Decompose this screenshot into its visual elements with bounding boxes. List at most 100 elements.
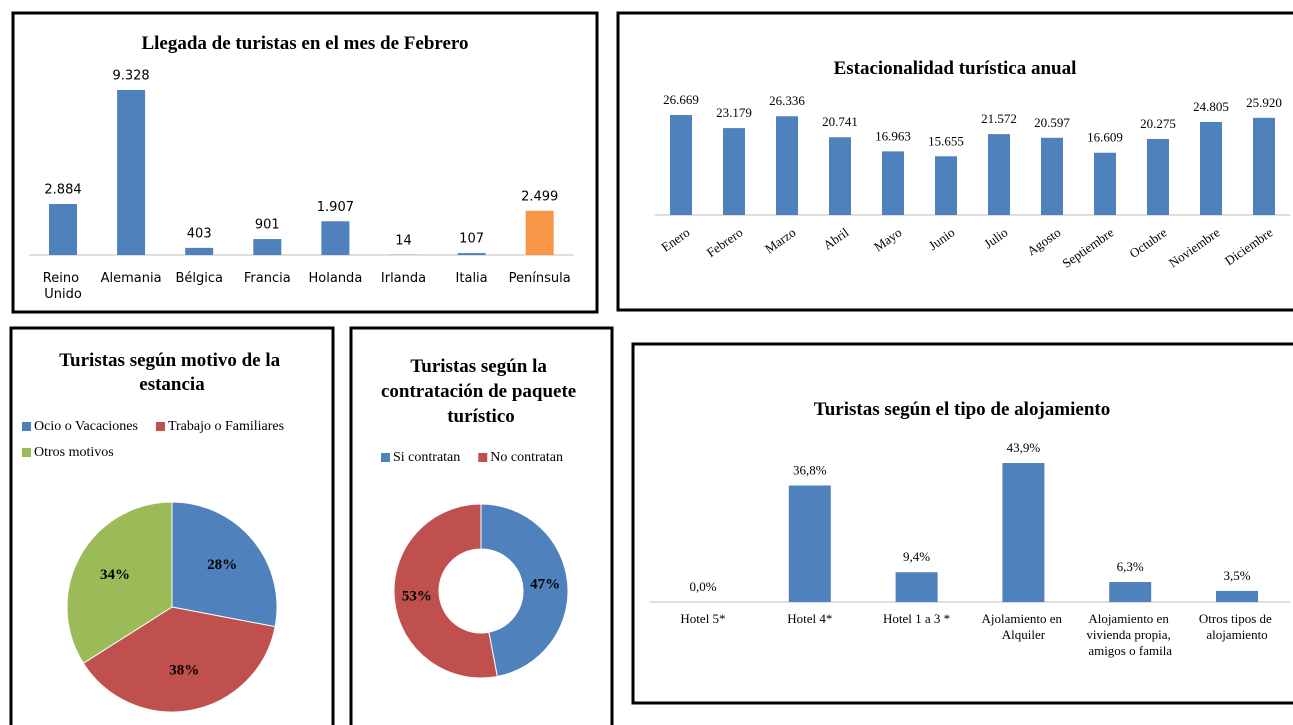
legend-label: Ocio o Vacaciones: [34, 419, 138, 434]
data-label: 0,0%: [689, 579, 716, 594]
bar: [935, 156, 957, 215]
x-tick-label: Junio: [926, 225, 958, 253]
chart-title: Turistas según el tipo de alojamiento: [814, 399, 1110, 420]
slice: [480, 503, 569, 678]
bar: [776, 116, 798, 215]
bar: [723, 128, 745, 215]
data-label: 36,8%: [793, 462, 827, 477]
legend-swatch: [22, 422, 31, 431]
data-label: 47%: [530, 576, 560, 592]
bar: [1041, 137, 1063, 215]
data-label: 6,3%: [1117, 559, 1144, 574]
x-tick-label: Marzo: [762, 225, 798, 257]
x-tick-label: Noviembre: [1166, 224, 1223, 270]
bar: [1002, 463, 1045, 602]
x-tick-label: Ajolamiento en Alquiler: [982, 611, 1066, 642]
bar: [185, 247, 214, 255]
data-label: 53%: [402, 588, 432, 604]
x-tick-label: Irlanda: [381, 271, 426, 286]
x-tick-label: Agosto: [1024, 225, 1063, 259]
bar: [253, 239, 282, 255]
chart-title: Llegada de turistas en el mes de Febrero: [141, 33, 468, 54]
panel-frame: [616, 11, 1293, 312]
data-label: 38%: [169, 662, 199, 678]
data-label: 26.336: [769, 93, 805, 108]
x-tick-label: Francia: [244, 271, 291, 286]
panel-frame: [11, 11, 599, 314]
panel-frame: [349, 326, 614, 725]
data-label: 26.669: [663, 92, 699, 107]
data-label: 2.884: [44, 182, 81, 197]
x-tick-label: Febrero: [704, 225, 746, 260]
data-label: 34%: [100, 567, 130, 583]
chart-title: Estacionalidad turística anual: [834, 58, 1077, 79]
bar: [1200, 121, 1222, 215]
bar: [49, 203, 77, 255]
data-label: 16.609: [1087, 130, 1123, 145]
bar: [988, 134, 1010, 215]
data-label: 15.655: [928, 133, 964, 148]
data-label: 2.499: [521, 189, 558, 204]
bar: [882, 151, 904, 215]
bar: [829, 137, 851, 215]
legend-label: Trabajo o Familiares: [168, 419, 284, 434]
x-tick-label: Diciembre: [1222, 224, 1276, 268]
data-label: 107: [459, 232, 484, 247]
bar: [895, 572, 938, 602]
data-label: 43,9%: [1007, 440, 1041, 455]
legend-label: Si contratan: [393, 450, 460, 465]
bar: [457, 253, 486, 255]
bar: [117, 90, 146, 255]
x-tick-label: Otros tipos de alojamiento: [1199, 611, 1275, 642]
x-tick-label: Hotel 4*: [787, 611, 832, 626]
bar: [525, 210, 554, 255]
data-label: 16.963: [875, 128, 911, 143]
legend-label: Otros motivos: [34, 445, 114, 460]
data-label: 9,4%: [903, 549, 930, 564]
data-label: 9.328: [112, 69, 149, 84]
x-tick-label: Octubre: [1127, 224, 1170, 260]
chart-title: Turistas según motivo de la estancia: [59, 350, 285, 395]
data-label: 3,5%: [1223, 568, 1250, 583]
x-tick-label: Reino Unido: [43, 271, 83, 302]
x-tick-label: Península: [509, 271, 571, 286]
data-label: 20.741: [822, 114, 858, 129]
x-tick-label: Septiembre: [1059, 224, 1116, 270]
bar: [788, 485, 831, 602]
bar: [1253, 117, 1275, 215]
slice: [171, 501, 278, 628]
legend-label: No contratan: [490, 450, 563, 465]
data-label: 901: [255, 218, 280, 233]
data-label: 25.920: [1246, 95, 1282, 110]
chart-title: Turistas según la contratación de paquet…: [381, 356, 581, 427]
data-label: 24.805: [1193, 99, 1229, 114]
legend-swatch: [155, 422, 165, 431]
bar: [1147, 138, 1169, 215]
x-tick-label: Julio: [981, 225, 1010, 252]
x-tick-label: Abril: [820, 224, 851, 252]
bar: [321, 221, 350, 255]
data-label: 28%: [207, 557, 237, 573]
data-label: 20.597: [1034, 115, 1070, 130]
slice: [393, 503, 498, 679]
data-label: 21.572: [981, 111, 1017, 126]
x-tick-label: Hotel 1 a 3 *: [883, 611, 950, 626]
slice: [66, 501, 173, 664]
x-tick-label: Alojamiento en vivienda propia, amigos o…: [1086, 611, 1174, 658]
x-tick-label: Enero: [658, 225, 692, 255]
x-tick-label: Mayo: [871, 225, 904, 255]
x-tick-label: Italia: [456, 271, 488, 286]
bar: [1109, 582, 1152, 602]
x-tick-label: Alemania: [101, 271, 162, 286]
x-tick-label: Hotel 5*: [680, 611, 725, 626]
panel-frame: [9, 326, 335, 725]
legend-swatch: [478, 453, 488, 462]
data-label: 14: [395, 233, 412, 248]
data-label: 20.275: [1140, 116, 1176, 131]
legend-swatch: [22, 448, 31, 457]
bar: [670, 115, 692, 215]
legend-swatch: [381, 453, 390, 462]
x-tick-label: Holanda: [309, 271, 363, 286]
bar: [1094, 152, 1116, 215]
